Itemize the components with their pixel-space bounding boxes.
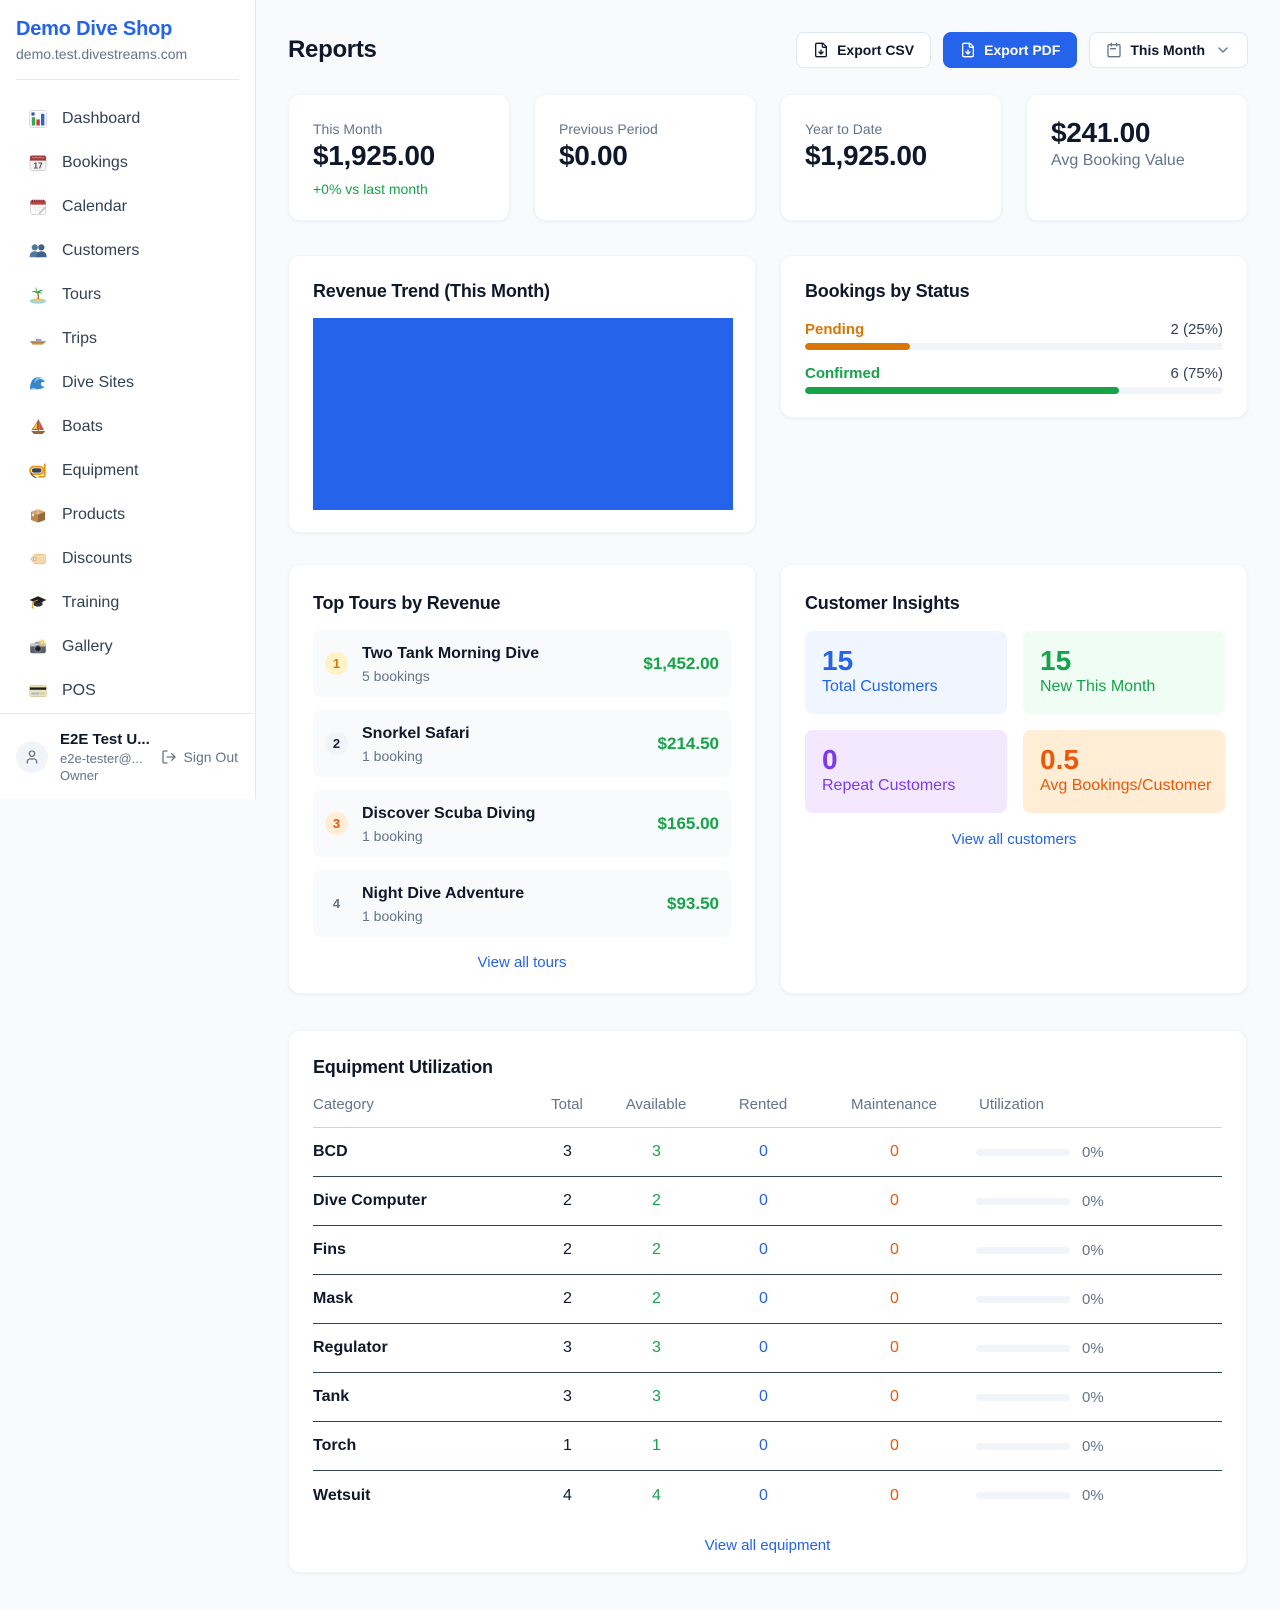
svg-text:17: 17 <box>33 160 43 170</box>
